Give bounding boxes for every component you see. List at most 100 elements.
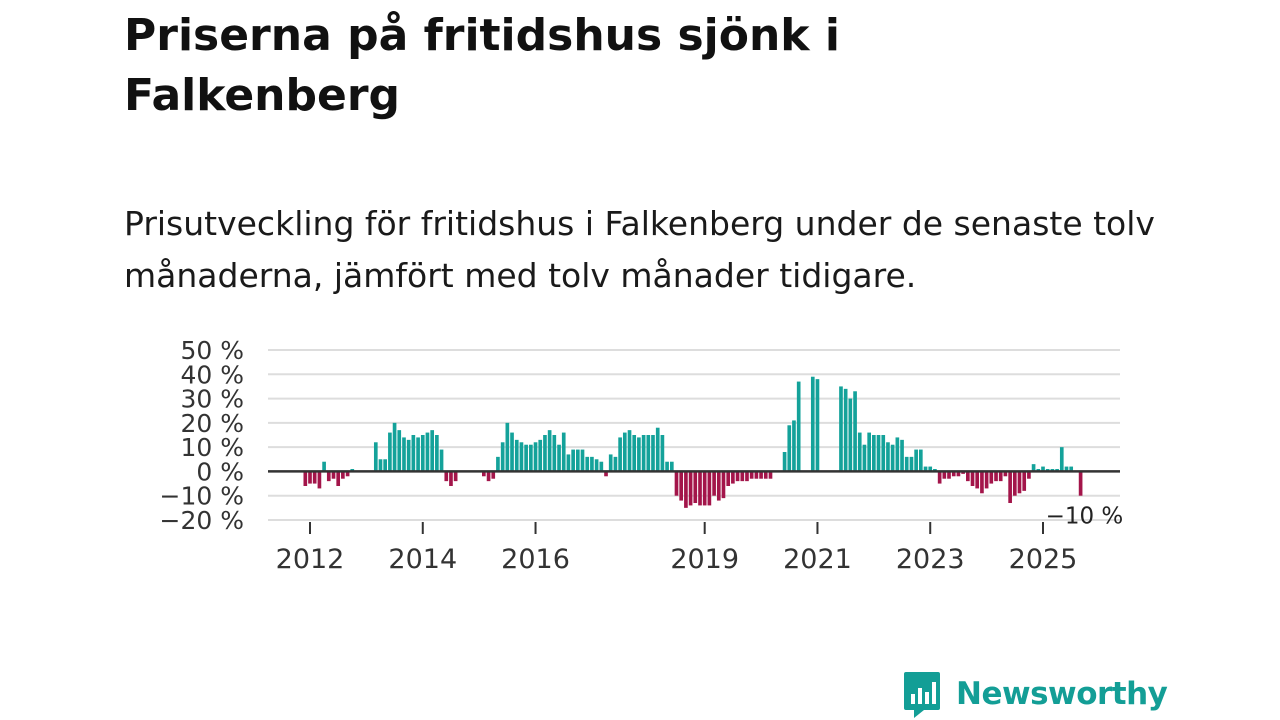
bar: [712, 471, 716, 496]
bar: [768, 471, 773, 479]
x-tick-label: 2023: [896, 544, 965, 575]
x-tick-label: 2019: [670, 544, 739, 575]
bar: [383, 459, 387, 472]
bar: [373, 442, 378, 472]
bar: [843, 388, 848, 472]
bar: [608, 454, 613, 472]
y-tick-label: 40 %: [180, 360, 244, 389]
bar: [674, 471, 679, 496]
bar: [895, 437, 900, 472]
bar: [872, 435, 876, 472]
bar: [557, 444, 561, 472]
brand-name: Newsworthy: [956, 676, 1168, 712]
bar: [402, 437, 406, 472]
bar: [420, 435, 425, 472]
bar: [585, 456, 590, 472]
bar: [378, 459, 383, 472]
bar: [815, 379, 820, 472]
bar: [317, 471, 322, 489]
bar: [745, 471, 749, 482]
bar: [491, 471, 496, 479]
bar: [876, 435, 881, 472]
bar: [1041, 466, 1045, 472]
bar: [1017, 471, 1022, 494]
axes: [268, 470, 1120, 534]
bar: [1069, 466, 1074, 472]
bar: [937, 471, 942, 484]
bar: [331, 471, 336, 479]
bar: [547, 430, 552, 472]
bar: [303, 471, 308, 486]
bar: [1012, 471, 1017, 496]
bar: [928, 466, 933, 472]
bar: [453, 471, 458, 482]
bar: [984, 471, 989, 489]
bar: [923, 466, 928, 472]
bar: [684, 471, 688, 508]
bar: [524, 444, 528, 472]
chart-title: Priserna på fritidshus sjönk i Falkenber…: [124, 10, 840, 121]
bar: [857, 432, 862, 472]
bar: [646, 435, 651, 472]
bar: [665, 461, 669, 472]
bar: [500, 442, 505, 472]
bar: [561, 432, 566, 472]
bar: [533, 442, 538, 472]
bar: [918, 449, 923, 472]
newsworthy-logo: Newsworthy: [902, 670, 1168, 718]
x-tick-label: 2016: [501, 544, 570, 575]
bar: [486, 471, 491, 482]
bar: [392, 422, 397, 472]
bar: [951, 471, 956, 477]
x-tick-label: 2021: [783, 544, 852, 575]
bar: [444, 471, 449, 482]
bar: [749, 471, 754, 479]
bar: [397, 430, 402, 472]
bar: [862, 444, 867, 472]
bar: [496, 456, 500, 472]
bar: [716, 471, 721, 501]
y-tick-label: 30 %: [180, 385, 244, 414]
bar: [1008, 471, 1012, 503]
bar: [914, 449, 918, 472]
bar: [754, 471, 759, 479]
bar: [308, 471, 312, 484]
annotation-label: −10 %: [1046, 504, 1124, 530]
bar: [792, 420, 796, 472]
bar: [810, 376, 815, 472]
bar: [406, 439, 411, 472]
bar: [618, 437, 622, 472]
bar: [763, 471, 768, 479]
bar: [519, 442, 524, 472]
bar: [904, 456, 909, 472]
bar: [735, 471, 740, 482]
bar: [660, 435, 665, 472]
bar: [411, 435, 416, 472]
bar: [688, 471, 693, 506]
bar: [439, 449, 444, 472]
bar: [627, 430, 632, 472]
bar: [322, 461, 326, 472]
y-tick-label: −10 %: [160, 482, 244, 511]
bar: [966, 471, 970, 482]
bar: [651, 435, 655, 472]
bar: [590, 456, 594, 472]
bars: [303, 376, 1083, 508]
bar: [1027, 471, 1031, 479]
bar: [942, 471, 947, 479]
bar: [566, 454, 571, 472]
bar: [538, 439, 543, 472]
bar: [514, 439, 519, 472]
bar: [839, 386, 843, 472]
tick-labels: 50 %40 %30 %20 %10 %0 %−10 %−20 %2012 201…: [160, 336, 1124, 575]
bar: [613, 456, 618, 472]
bar: [345, 471, 350, 477]
bar: [552, 435, 557, 472]
bar: [1022, 471, 1027, 491]
bar: [312, 471, 317, 484]
bar: [594, 459, 599, 472]
bar: [956, 471, 961, 477]
y-tick-label: 20 %: [180, 409, 244, 438]
bar: [980, 471, 984, 494]
bar-chart: 50 %40 %30 %20 %10 %0 %−10 %−20 %2012 201…: [160, 336, 1124, 575]
